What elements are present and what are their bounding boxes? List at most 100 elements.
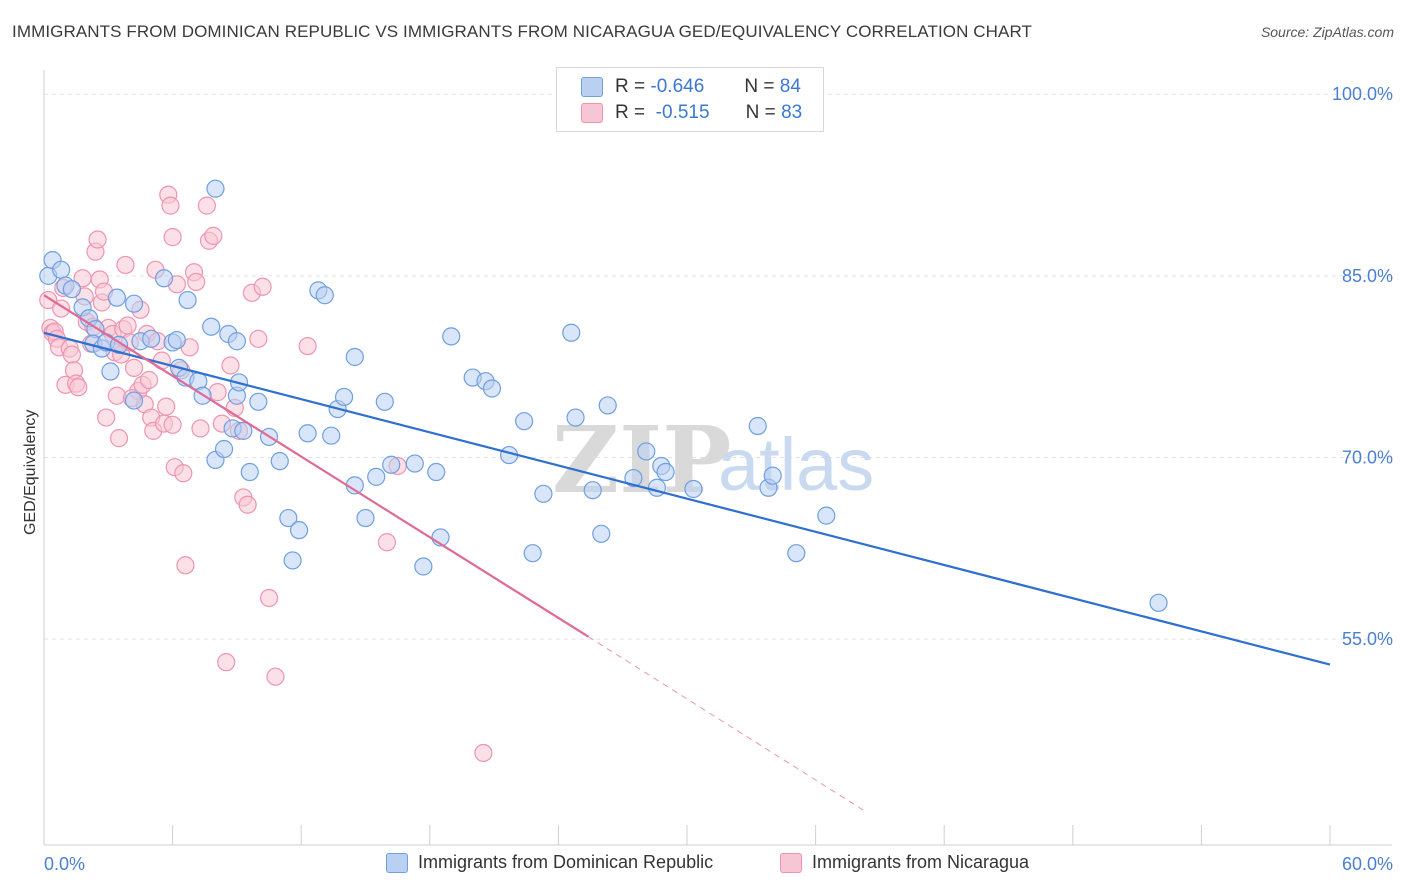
- axes: [43, 70, 1392, 846]
- nicaragua-point: [69, 378, 88, 397]
- nicaragua-point: [217, 653, 236, 672]
- nicaragua-point: [124, 358, 144, 377]
- series-dominican-points: [39, 179, 1168, 612]
- dominican-point: [624, 468, 643, 488]
- dominican-point: [405, 454, 424, 473]
- nicaragua-point: [62, 345, 81, 364]
- correlation-legend: R = -0.646 N = 84 R = -0.515 N = 83: [556, 67, 824, 132]
- dominican-point: [375, 392, 394, 411]
- dominican-point: [356, 508, 375, 528]
- y-tick-labels: 55.0% 70.0% 85.0% 100.0%: [1332, 84, 1393, 649]
- dominican-point: [154, 269, 174, 288]
- nicaragua-point: [238, 495, 257, 514]
- legend-r-value: -0.646: [650, 76, 705, 97]
- legend-row-nicaragua: R = -0.515 N = 83: [581, 101, 802, 125]
- nicaragua-point: [176, 556, 195, 575]
- dominican-point: [656, 462, 675, 482]
- dominican-point: [167, 330, 186, 350]
- legend-n-value: 83: [781, 102, 803, 123]
- blue-swatch-icon: [581, 77, 603, 97]
- dominican-point: [206, 179, 225, 198]
- nicaragua-point: [249, 329, 268, 348]
- dominican-point: [283, 551, 302, 570]
- dominican-point: [817, 506, 836, 525]
- dominican-point: [515, 412, 534, 431]
- dominican-point: [566, 408, 585, 427]
- nicaragua-point: [187, 272, 206, 292]
- dominican-point: [315, 286, 334, 305]
- nicaragua-point: [163, 228, 182, 247]
- dominican-point: [482, 379, 502, 398]
- dominican-point: [202, 317, 221, 336]
- legend-r-label: R =: [615, 102, 646, 123]
- dominican-point: [334, 387, 354, 407]
- dominican-point: [523, 544, 542, 563]
- legend-r-label: R =: [615, 76, 646, 97]
- x-tick-label: 60.0%: [1342, 854, 1393, 874]
- nicaragua-point: [259, 588, 279, 608]
- dominican-point: [249, 392, 268, 411]
- y-tick-label: 85.0%: [1342, 266, 1393, 286]
- series-nicaragua-points: [39, 185, 493, 763]
- legend-r-value: -0.515: [655, 102, 710, 123]
- grid-lines: [44, 93, 1392, 640]
- y-tick-label: 70.0%: [1342, 448, 1393, 468]
- pink-swatch-icon: [780, 852, 802, 873]
- nicaragua-point: [208, 383, 227, 402]
- dominican-point: [637, 442, 656, 461]
- dominican-point: [427, 462, 446, 482]
- dominican-point: [367, 467, 386, 486]
- dominican-point: [684, 479, 703, 499]
- dominican-point: [534, 484, 553, 503]
- dominican-point: [279, 508, 298, 528]
- dominican-point: [748, 416, 767, 436]
- y-tick-label: 55.0%: [1342, 629, 1393, 649]
- x-tick-label: 0.0%: [44, 854, 85, 874]
- dominican-point: [101, 362, 120, 381]
- dominican-point: [442, 327, 461, 346]
- legend-n-label: N =: [744, 76, 775, 97]
- chart-title: IMMIGRANTS FROM DOMINICAN REPUBLIC VS IM…: [12, 22, 1033, 41]
- nicaragua-point: [109, 429, 129, 448]
- dominican-point: [270, 452, 289, 471]
- nicaragua-trend-line: [43, 294, 589, 638]
- dominican-point: [234, 421, 253, 440]
- nicaragua-point: [266, 667, 285, 686]
- nicaragua-point: [107, 386, 126, 405]
- nicaragua-point: [88, 230, 107, 249]
- nicaragua-point: [118, 316, 137, 335]
- nicaragua-point: [221, 356, 240, 375]
- dominican-point: [214, 439, 234, 459]
- nicaragua-point: [157, 397, 176, 416]
- dominican-point: [178, 290, 197, 310]
- dominican-point: [562, 323, 581, 342]
- nicaragua-point: [197, 196, 216, 215]
- dominican-point: [52, 260, 71, 279]
- dominican-point: [227, 332, 246, 351]
- blue-swatch-icon: [386, 852, 408, 873]
- nicaragua-point: [116, 255, 135, 275]
- y-tick-label: 100.0%: [1332, 84, 1393, 104]
- nicaragua-point: [298, 336, 317, 356]
- dominican-point: [382, 455, 401, 474]
- bottom-legend-dominican: Immigrants from Dominican Republic: [386, 852, 713, 873]
- dominican-trend-line: [43, 331, 1331, 666]
- dominican-point: [124, 294, 144, 313]
- watermark-atlas: atlas: [718, 423, 874, 506]
- nicaragua-point: [97, 408, 116, 427]
- dominican-point: [124, 391, 144, 410]
- dominican-point: [62, 280, 81, 299]
- dominican-point: [583, 481, 602, 500]
- nicaragua-point: [253, 277, 272, 296]
- dominican-point: [107, 288, 126, 307]
- dominican-point: [1149, 593, 1168, 612]
- nicaragua-point: [161, 196, 180, 215]
- x-tick-labels: 0.0% 60.0%: [44, 854, 1393, 874]
- nicaragua-point: [204, 226, 223, 245]
- nicaragua-trend-extension: [588, 636, 866, 812]
- dominican-point: [240, 462, 259, 482]
- dominican-point: [142, 329, 161, 348]
- dominican-point: [763, 466, 782, 485]
- nicaragua-point: [139, 370, 159, 390]
- dominican-point: [647, 478, 667, 497]
